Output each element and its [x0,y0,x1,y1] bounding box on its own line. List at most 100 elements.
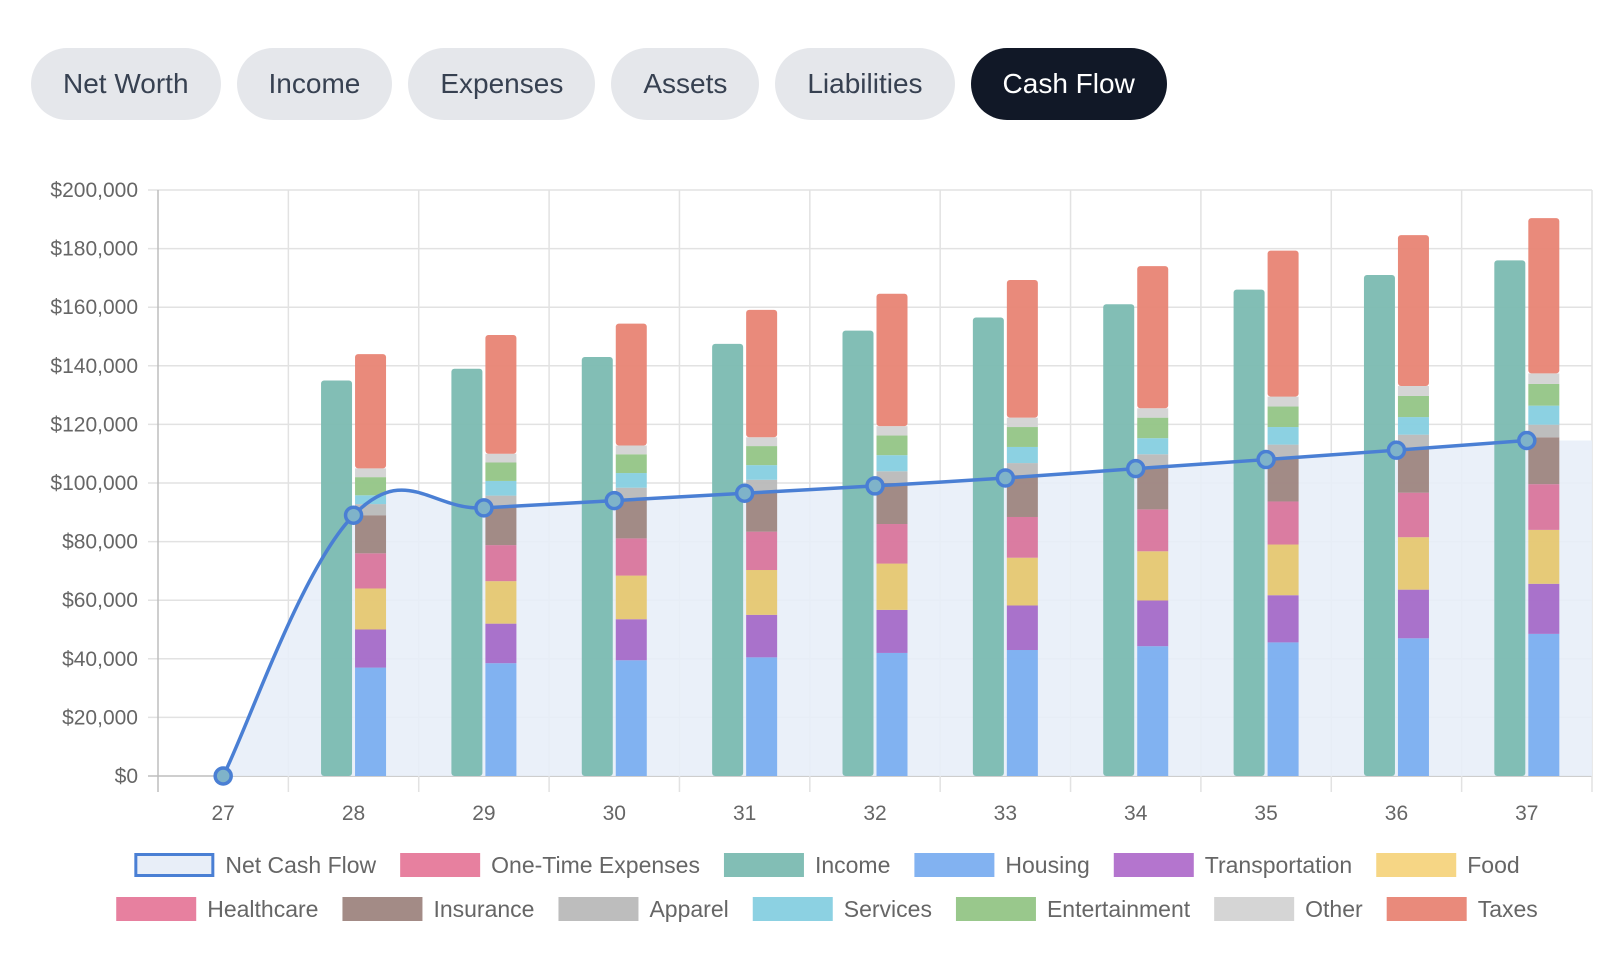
expense-bar-entertainment [1267,406,1299,428]
expense-bar-taxes [1137,266,1169,409]
legend-label: Services [844,896,932,922]
legend-swatch [342,897,423,921]
expense-bar-housing [1006,650,1038,776]
expense-bar-taxes [1267,250,1299,397]
expense-bar-entertainment [876,435,908,456]
legend-swatch [1386,897,1467,921]
expense-bar-services [1137,438,1169,455]
expense-bar-healthcare [485,545,517,582]
net-cash-flow-point [1386,440,1407,460]
legend-label: One-Time Expenses [491,852,700,878]
expense-bar-other [1528,373,1560,384]
legend-swatch [723,853,804,877]
expense-bar-healthcare [355,553,387,589]
net-cash-flow-point [734,483,755,504]
expense-bar-taxes [485,335,517,454]
legend-label: Taxes [1478,896,1538,922]
income-bar [842,330,874,776]
expense-bar-services [1267,427,1299,445]
expense-bar-apparel [1267,444,1299,457]
net-cash-flow-line [221,438,1527,777]
tab-liabilities[interactable]: Liabilities [775,48,955,120]
expense-bar-taxes [876,293,908,427]
x-tick-label: 30 [603,802,626,825]
expense-bar-transportation [1267,595,1299,643]
y-tick-label: $60,000 [62,589,138,612]
expense-bar-services [1006,446,1038,464]
tab-expenses[interactable]: Expenses [408,48,596,120]
expense-bar-other [1267,396,1299,407]
expense-bar-transportation [355,629,387,668]
x-tick-label: 34 [1124,802,1148,825]
expense-bar-entertainment [1397,395,1429,418]
expense-bar-housing [615,660,647,776]
legend-label: Transportation [1205,852,1352,878]
x-tick-label: 29 [472,802,495,825]
legend-label: Healthcare [207,896,318,922]
expense-bar-food [746,570,778,615]
expense-bar-entertainment [1137,417,1169,439]
legend-swatch [134,853,215,877]
legend-label: Insurance [433,896,534,922]
expense-bar-services [1397,417,1429,435]
y-tick-label: $200,000 [50,179,138,202]
expense-bar-transportation [1528,583,1560,634]
expense-bar-other [876,426,908,436]
expense-stack [1006,279,1038,776]
expense-stack [485,335,517,776]
tab-net-worth[interactable]: Net Worth [31,48,221,120]
legend-swatch [558,897,639,921]
legend-label: Housing [1005,852,1089,878]
x-tick-label: 35 [1254,802,1277,825]
expense-bar-entertainment [355,477,387,496]
income-bar [451,368,483,776]
income-bar [1233,289,1265,776]
y-tick-label: $100,000 [50,472,138,495]
expense-stack [1137,266,1169,776]
y-tick-label: $0 [115,765,138,788]
expense-bar-housing [1267,642,1299,776]
expense-bar-transportation [485,623,517,664]
expense-bar-other [485,453,517,463]
legend-swatch [1113,853,1194,877]
tab-income[interactable]: Income [236,48,393,120]
expense-bar-apparel [876,471,908,483]
expense-bar-other [615,445,647,455]
tab-assets[interactable]: Assets [611,48,760,120]
x-tick-label: 31 [733,802,756,825]
expense-bar-entertainment [746,446,778,466]
expense-bar-transportation [615,619,647,661]
expense-bar-entertainment [615,454,647,474]
legend-label: Food [1467,852,1519,878]
tab-cash-flow[interactable]: Cash Flow [970,48,1167,120]
expense-bar-food [485,581,517,624]
income-bar [321,380,353,776]
expense-bar-healthcare [1397,492,1429,538]
expense-bar-healthcare [876,524,908,564]
expense-bar-food [1267,544,1299,596]
y-tick-label: $160,000 [50,296,138,319]
expense-bar-food [1006,557,1038,606]
expense-bar-healthcare [1137,509,1169,552]
expense-bar-healthcare [615,538,647,576]
expense-bar-services [746,465,778,480]
y-tick-label: $180,000 [50,238,138,261]
expense-bar-housing [1137,646,1169,776]
expense-bar-food [1528,529,1560,584]
expense-bar-food [355,588,387,630]
legend-label: Other [1305,896,1363,922]
net-cash-flow-point [865,476,885,496]
net-cash-flow-point [343,505,364,525]
expense-stack [876,293,908,776]
y-tick-label: $20,000 [62,706,138,729]
expense-bar-housing [746,657,778,776]
expense-bar-transportation [1137,600,1169,647]
expense-bar-healthcare [746,531,778,571]
expense-stack [1267,250,1299,776]
legend-swatch [1214,897,1295,921]
expense-bar-apparel [1397,434,1429,448]
y-tick-label: $120,000 [50,413,138,436]
net-cash-flow-point [213,766,233,786]
x-tick-label: 27 [212,802,235,825]
